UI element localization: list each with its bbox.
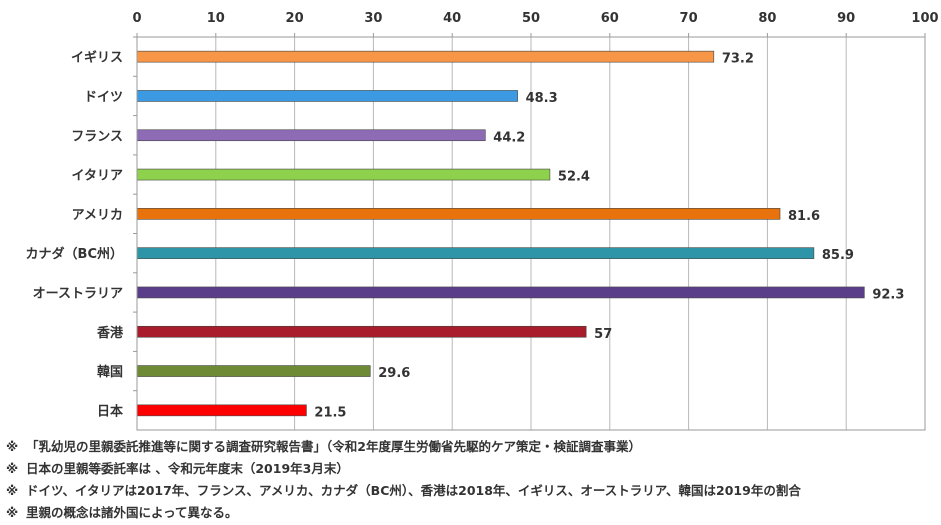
gridlines xyxy=(133,33,926,430)
x-tick-label: 40 xyxy=(443,11,461,26)
note-text: 日本の里親等委託率は 、令和元年度末（2019年3月末） xyxy=(26,461,349,476)
category-label: 日本 xyxy=(97,403,123,419)
x-tick-label: 90 xyxy=(837,11,855,26)
value-labels: 73.2 48.3 44.2 52.4 81.6 85.9 92.3 57 29.6 21.5 xyxy=(314,52,904,421)
category-label: フランス xyxy=(71,129,123,144)
note-mark: ※ xyxy=(6,439,19,454)
footnote-japan: ※ 日本の里親等委託率は 、令和元年度末（2019年3月末） xyxy=(6,458,936,480)
bar xyxy=(136,90,518,102)
plot-frame xyxy=(136,36,926,431)
data-label: 48.3 xyxy=(526,91,558,106)
category-label: イタリア xyxy=(72,169,123,184)
data-label: 57 xyxy=(594,327,612,342)
category-label: オーストラリア xyxy=(33,286,123,301)
note-mark: ※ xyxy=(6,505,19,520)
category-label: ドイツ xyxy=(84,90,123,105)
note-mark: ※ xyxy=(6,483,19,498)
data-label: 44.2 xyxy=(493,130,525,145)
note-mark: ※ xyxy=(6,461,19,476)
footnote-concept: ※ 里親の概念は諸外国によって異なる。 xyxy=(6,502,936,524)
footnotes: ※ 「乳幼児の里親委託推進等に関する調査研究報告書」（令和2年度厚生労働省先駆的ケ… xyxy=(6,436,936,524)
bar xyxy=(136,404,307,417)
x-tick-label: 80 xyxy=(758,11,776,26)
x-tick-label: 70 xyxy=(680,11,698,26)
bar xyxy=(136,247,815,259)
bars xyxy=(136,50,865,417)
footnote-source: ※ 「乳幼児の里親委託推進等に関する調査研究報告書」（令和2年度厚生労働省先駆的ケ… xyxy=(6,436,936,458)
x-tick-label: 50 xyxy=(522,11,540,26)
bar-chart: 0 10 20 30 40 50 60 70 80 90 100 イギリスドイツフランスイタリアアメ… xyxy=(26,11,939,431)
category-label: イギリス xyxy=(71,50,123,66)
x-axis-ticks: 0 10 20 30 40 50 60 70 80 90 100 xyxy=(132,11,938,26)
x-tick-label: 60 xyxy=(601,11,619,26)
bar xyxy=(136,365,371,377)
category-label: 韓国 xyxy=(97,364,123,380)
bar xyxy=(136,50,715,63)
data-label: 81.6 xyxy=(788,209,820,224)
x-tick-label: 30 xyxy=(364,11,382,26)
bar xyxy=(136,129,486,142)
bar xyxy=(136,208,781,220)
data-label: 73.2 xyxy=(722,52,754,67)
x-tick-label: 0 xyxy=(132,11,141,26)
footnote-years: ※ ドイツ、イタリアは2017年、フランス、アメリカ、カナダ（BC州）、香港は20… xyxy=(6,480,936,502)
data-label: 52.4 xyxy=(558,170,590,185)
data-label: 85.9 xyxy=(822,248,854,263)
category-label: カナダ（BC州） xyxy=(26,246,123,262)
note-text: ドイツ、イタリアは2017年、フランス、アメリカ、カナダ（BC州）、香港は201… xyxy=(26,483,801,498)
bar xyxy=(136,325,587,338)
data-label: 29.6 xyxy=(378,366,410,381)
bar xyxy=(136,168,551,181)
note-text: 「乳幼児の里親委託推進等に関する調査研究報告書」（令和2年度厚生労働省先駆的ケア… xyxy=(26,439,641,454)
data-label: 92.3 xyxy=(872,287,904,302)
data-label: 21.5 xyxy=(314,405,346,420)
category-label: アメリカ xyxy=(72,208,123,223)
x-tick-label: 100 xyxy=(911,11,938,26)
note-text: 里親の概念は諸外国によって異なる。 xyxy=(26,505,238,520)
bar xyxy=(136,286,865,299)
x-tick-label: 20 xyxy=(286,11,304,26)
x-tick-label: 10 xyxy=(207,11,225,26)
category-label: 香港 xyxy=(96,325,124,341)
